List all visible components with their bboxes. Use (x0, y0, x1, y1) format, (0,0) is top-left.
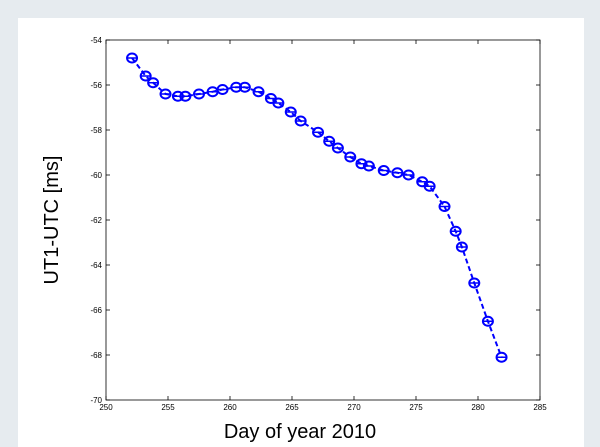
y-axis-label: UT1-UTC [ms] (41, 156, 63, 285)
x-tick-label: 265 (285, 403, 299, 412)
y-tick-label: -70 (90, 396, 102, 405)
y-tick-label: -64 (90, 261, 102, 270)
y-tick-label: -66 (90, 306, 102, 315)
y-tick-label: -54 (90, 36, 102, 45)
x-axis-label: Day of year 2010 (224, 421, 376, 443)
y-tick-label: -68 (90, 351, 102, 360)
y-tick-label: -60 (90, 171, 102, 180)
x-tick-label: 250 (99, 403, 113, 412)
x-tick-label: 260 (223, 403, 237, 412)
panel (18, 18, 584, 447)
y-tick-label: -56 (90, 81, 102, 90)
x-tick-label: 255 (161, 403, 175, 412)
x-tick-label: 275 (409, 403, 423, 412)
x-tick-label: 280 (471, 403, 485, 412)
x-tick-label: 270 (347, 403, 361, 412)
x-tick-label: 285 (533, 403, 547, 412)
y-tick-label: -62 (90, 216, 102, 225)
y-tick-label: -58 (90, 126, 102, 135)
